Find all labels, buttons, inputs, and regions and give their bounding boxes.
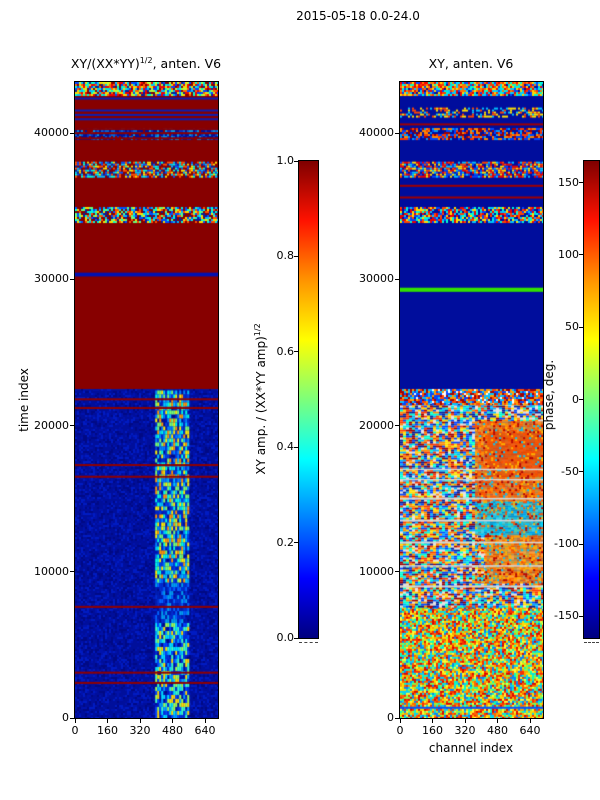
right-plot-y-tick-mark [395, 717, 399, 719]
left-heatmap-axes [74, 81, 219, 719]
right-colorbar-tick-label: 0 [572, 392, 579, 406]
left-plot-title-sup: 1/2 [139, 55, 153, 65]
left-colorbar-tick-label: 0.8 [276, 249, 295, 263]
left-plot-x-tick-label: 640 [194, 724, 216, 737]
left-plot-title-prefix: XY/(XX*YY) [70, 56, 140, 71]
right-plot-y-tick-label: 40000 [359, 126, 394, 140]
right-colorbar [583, 160, 600, 639]
left-colorbar-tick-mark [294, 255, 298, 257]
left-colorbar-tick-mark [294, 160, 298, 162]
left-plot-x-tick-mark [139, 719, 141, 723]
right-plot-y-tick-label: 10000 [359, 564, 394, 578]
right-plot-x-tick-label: 160 [422, 724, 443, 737]
left-colorbar-tick-mark [294, 446, 298, 448]
left-plot-x-tick-label: 0 [71, 724, 79, 737]
right-colorbar-tick-label: -150 [554, 609, 579, 623]
left-plot-x-tick-label: 320 [129, 724, 151, 737]
right-plot-y-tick-label: 20000 [359, 418, 394, 432]
right-colorbar-tick-label: -50 [561, 464, 579, 478]
right-heatmap-axes [399, 81, 544, 719]
right-heatmap-canvas [400, 82, 543, 718]
left-colorbar-label-sup: 1/2 [253, 323, 262, 337]
right-colorbar-tick-label: -100 [554, 537, 579, 551]
right-colorbar-tick-label: 50 [565, 320, 579, 334]
right-colorbar-extend-mark [584, 642, 599, 643]
left-colorbar-tick-mark [294, 351, 298, 353]
right-colorbar-tick-mark [579, 615, 583, 617]
right-plot-x-tick-label: 0 [396, 724, 404, 737]
right-colorbar-tick-label: 100 [558, 247, 579, 261]
right-colorbar-tick-mark [579, 254, 583, 256]
right-colorbar-tick-mark [579, 326, 583, 328]
left-plot-y-tick-label: 10000 [34, 564, 69, 578]
right-plot-xlabel: channel index [428, 741, 514, 755]
left-plot-x-tick-mark [107, 719, 108, 723]
left-plot-y-tick-label: 0 [62, 711, 69, 724]
left-plot-x-tick-mark [74, 719, 76, 723]
right-plot-y-tick-label: 0 [387, 711, 394, 724]
right-plot-y-tick-mark [395, 425, 399, 427]
right-plot-y-tick-label: 30000 [359, 272, 394, 286]
left-plot-x-tick-mark [204, 719, 206, 723]
left-plot-y-tick-label: 30000 [34, 272, 69, 286]
figure-title: 2015-05-18 0.0-24.0 [296, 9, 420, 23]
left-colorbar-tick-mark [294, 637, 298, 639]
left-plot-title: XY/(XX*YY)1/2, anten. V6 [71, 56, 221, 71]
left-plot-y-tick-mark [70, 132, 74, 134]
right-plot-x-tick-label: 480 [487, 724, 508, 737]
left-colorbar-tick-label: 0.6 [276, 344, 295, 358]
right-plot-title: XY, anten. V6 [428, 56, 514, 71]
right-plot-y-tick-mark [395, 571, 399, 573]
right-plot-x-tick-mark [464, 719, 466, 723]
right-colorbar-tick-mark [579, 471, 583, 473]
right-plot-x-tick-label: 640 [519, 724, 541, 737]
left-heatmap-canvas [75, 82, 218, 718]
right-plot-x-tick-mark [399, 719, 401, 723]
right-plot-x-tick-label: 320 [454, 724, 476, 737]
right-plot-y-tick-mark [395, 278, 399, 280]
left-colorbar-tick-label: 0.2 [276, 535, 295, 549]
right-colorbar-tick-mark [579, 399, 583, 400]
left-plot-y-tick-mark [70, 425, 74, 427]
right-plot-x-tick-mark [497, 719, 498, 723]
left-plot-y-tick-label: 40000 [34, 126, 69, 140]
left-colorbar-extend-mark [299, 642, 318, 643]
right-colorbar-tick-label: 150 [558, 175, 579, 189]
left-plot-x-tick-label: 160 [97, 724, 118, 737]
left-plot-title-suffix: , anten. V6 [152, 56, 222, 71]
left-plot-x-tick-mark [172, 719, 173, 723]
left-colorbar-tick-label: 0.0 [276, 631, 295, 644]
right-colorbar-tick-mark [579, 182, 583, 184]
right-plot-x-tick-mark [432, 719, 433, 723]
left-plot-y-tick-mark [70, 571, 74, 573]
left-plot-y-tick-label: 20000 [34, 418, 69, 432]
right-plot-x-tick-mark [529, 719, 531, 723]
left-plot-y-tick-mark [70, 278, 74, 280]
left-plot-x-tick-label: 480 [162, 724, 183, 737]
left-plot-y-tick-mark [70, 717, 74, 719]
right-plot-y-tick-mark [395, 132, 399, 134]
right-colorbar-tick-mark [579, 543, 583, 545]
left-colorbar [298, 160, 319, 639]
left-colorbar-tick-mark [294, 542, 298, 544]
left-colorbar-tick-label: 1.0 [276, 154, 295, 167]
left-colorbar-tick-label: 0.4 [276, 440, 295, 454]
